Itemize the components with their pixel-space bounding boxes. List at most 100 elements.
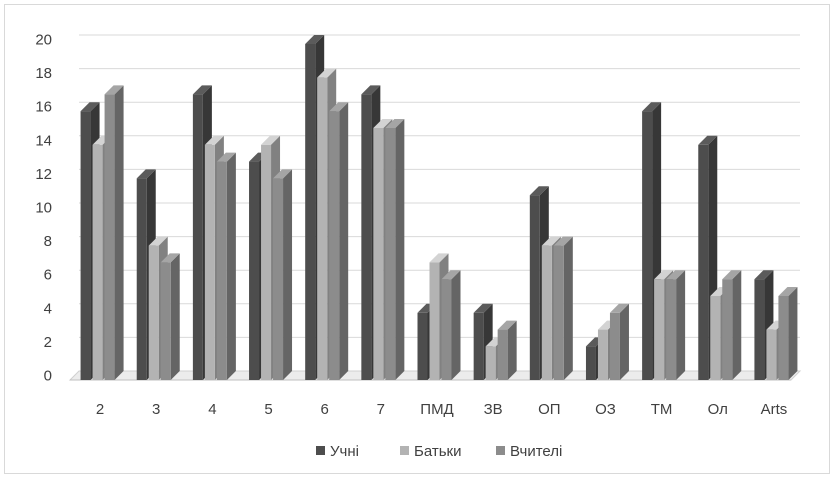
- bar: [666, 270, 686, 380]
- x-tick-label: 7: [377, 401, 385, 418]
- bar: [778, 287, 798, 380]
- bar-front: [541, 245, 552, 380]
- legend-label: Вчителі: [510, 443, 562, 460]
- bar-top: [778, 287, 798, 296]
- bar-front: [216, 161, 227, 380]
- bar-front: [441, 279, 452, 380]
- y-tick-label: 0: [44, 368, 52, 385]
- bar-front: [261, 144, 272, 380]
- bar-side: [788, 287, 798, 380]
- bar: [273, 169, 293, 380]
- bar-top: [642, 102, 662, 112]
- bar-side: [114, 85, 124, 381]
- bar-front: [698, 144, 709, 380]
- bar-top: [317, 68, 337, 78]
- bar-top: [722, 270, 742, 280]
- bar-front: [361, 94, 372, 381]
- bar-top: [261, 135, 281, 145]
- bar-front: [160, 262, 171, 380]
- x-tick-label: 5: [264, 401, 272, 418]
- bar: [553, 236, 573, 380]
- bar-top: [192, 85, 212, 95]
- bar-top: [609, 303, 629, 313]
- bar-front: [80, 111, 91, 380]
- bar-side: [676, 270, 686, 380]
- y-tick-label: 12: [35, 166, 52, 183]
- y-tick-label: 6: [44, 267, 52, 284]
- bar-front: [485, 346, 496, 380]
- bar-top: [497, 320, 517, 330]
- bar-front: [722, 279, 733, 380]
- bar-top: [160, 253, 180, 263]
- bar-side: [283, 169, 293, 380]
- bar-front: [204, 144, 215, 380]
- bar-side: [451, 270, 461, 380]
- bar-top: [473, 303, 493, 313]
- bar-front: [249, 161, 260, 380]
- bar-front: [473, 312, 484, 380]
- bar: [160, 253, 180, 380]
- x-tick-label: Arts: [761, 401, 788, 418]
- bar-top: [104, 85, 124, 95]
- bar-top: [754, 270, 774, 280]
- legend-swatch: [496, 446, 505, 455]
- bar-front: [585, 346, 596, 380]
- x-tick-label: 6: [321, 401, 329, 418]
- x-tick-label: ОП: [538, 401, 560, 418]
- y-tick-label: 18: [35, 65, 52, 82]
- bar-front: [766, 329, 777, 380]
- bar-top: [666, 270, 686, 280]
- y-tick-label: 20: [35, 32, 52, 49]
- bar-side: [507, 320, 517, 380]
- bar-front: [417, 312, 428, 380]
- bar-front: [385, 128, 396, 380]
- bar: [441, 270, 461, 380]
- bar-top: [361, 85, 381, 95]
- bar-front: [529, 195, 540, 380]
- bar-front: [553, 245, 564, 380]
- bar-front: [710, 296, 721, 380]
- bar-top: [541, 236, 561, 246]
- y-tick-label: 14: [35, 132, 52, 149]
- bar-front: [104, 94, 115, 381]
- bar-top: [441, 270, 461, 280]
- bar-top: [305, 35, 325, 44]
- x-tick-label: ЗВ: [484, 401, 503, 418]
- bar-front: [429, 262, 440, 380]
- bar-top: [329, 102, 349, 112]
- legend-swatch: [400, 446, 409, 455]
- bar-front: [642, 111, 653, 380]
- bar-top: [273, 169, 293, 179]
- bar-front: [92, 144, 103, 380]
- bar: [329, 102, 349, 380]
- bar-front: [497, 329, 508, 380]
- bar-front: [609, 312, 620, 380]
- legend-swatch: [316, 446, 325, 455]
- bar-top: [204, 135, 224, 145]
- bar-top: [385, 119, 405, 128]
- bar-front: [305, 44, 316, 380]
- bar-top: [698, 135, 718, 145]
- bar-top: [148, 236, 168, 246]
- bar-front: [136, 178, 147, 380]
- x-tick-label: ПМД: [420, 401, 453, 418]
- y-tick-label: 2: [44, 334, 52, 351]
- bar-top: [654, 270, 674, 280]
- bar: [722, 270, 742, 380]
- bar-side: [563, 236, 573, 380]
- legend-label: Батьки: [414, 443, 461, 460]
- bar-side: [732, 270, 742, 380]
- bar: [104, 85, 124, 381]
- bar-front: [754, 279, 765, 380]
- bar-front: [373, 128, 384, 380]
- bar-side: [226, 152, 236, 380]
- bar-top: [373, 119, 393, 128]
- bar: [216, 152, 236, 380]
- x-tick-label: ОЗ: [595, 401, 616, 418]
- bar-front: [192, 94, 203, 381]
- bar-front: [148, 245, 159, 380]
- y-tick-label: 8: [44, 233, 52, 250]
- bar-front: [654, 279, 665, 380]
- bar-top: [553, 236, 573, 246]
